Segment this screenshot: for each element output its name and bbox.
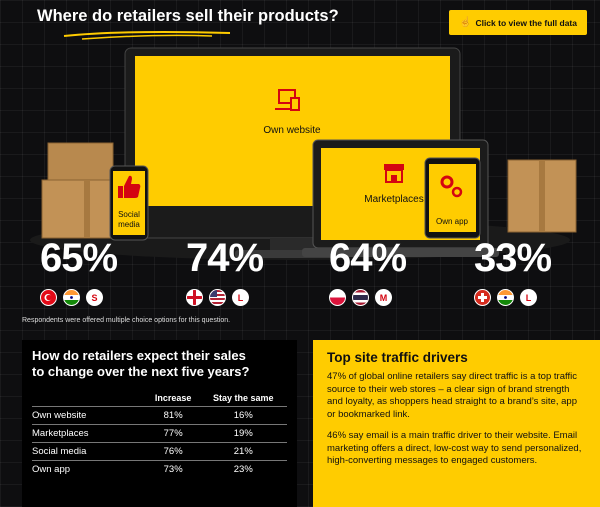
social-media-percent: 65% bbox=[40, 236, 118, 280]
devices-illustration: Own website Marketplaces Own app Social … bbox=[30, 47, 577, 260]
page-title: Where do retailers sell their products? bbox=[37, 7, 339, 25]
poland-flag bbox=[329, 289, 346, 306]
india-flag bbox=[497, 289, 514, 306]
own-website-label: Own website bbox=[263, 125, 321, 136]
own-website-countries: L bbox=[186, 289, 249, 306]
table-header-row: Increase Stay the same bbox=[32, 390, 287, 407]
thumbs-up-icon bbox=[118, 175, 141, 198]
own-app-countries: L bbox=[474, 289, 537, 306]
social-media-label-2: media bbox=[118, 220, 140, 229]
box-right bbox=[507, 159, 577, 233]
size-badge: L bbox=[232, 289, 249, 306]
traffic-paragraph-email: 46% say email is a main traffic driver t… bbox=[327, 430, 582, 466]
table-row: Marketplaces 77% 19% bbox=[32, 424, 287, 443]
thailand-flag bbox=[352, 289, 369, 306]
table-row: Own app 73% 23% bbox=[32, 460, 287, 478]
sales-panel-title: How do retailers expect their sales to c… bbox=[32, 348, 250, 379]
marketplace-icon bbox=[384, 164, 404, 183]
table-row: Own website 81% 16% bbox=[32, 406, 287, 425]
sales-table: Increase Stay the same Own website 81% 1… bbox=[32, 390, 287, 478]
traffic-paragraph-direct: 47% of global online retailers say direc… bbox=[327, 371, 577, 420]
title-underline bbox=[63, 31, 231, 40]
turkey-flag bbox=[40, 289, 57, 306]
size-badge: M bbox=[375, 289, 392, 306]
switzerland-flag bbox=[474, 289, 491, 306]
table-row: Social media 76% 21% bbox=[32, 442, 287, 461]
tablet bbox=[424, 157, 481, 239]
marketplaces-label: Marketplaces bbox=[364, 194, 423, 205]
sales-expectations-panel: How do retailers expect their sales to c… bbox=[22, 340, 297, 507]
social-media-label-1: Social bbox=[118, 210, 140, 219]
website-icon bbox=[275, 89, 300, 111]
click-icon: ☝ bbox=[458, 17, 472, 28]
india-flag bbox=[63, 289, 80, 306]
size-badge: L bbox=[520, 289, 537, 306]
own-app-label: Own app bbox=[436, 217, 469, 226]
column-header bbox=[32, 390, 147, 407]
england-flag bbox=[186, 289, 203, 306]
own-website-percent: 74% bbox=[186, 236, 264, 280]
social-media-countries: S bbox=[40, 289, 103, 306]
gears-icon bbox=[440, 175, 463, 198]
column-header: Increase bbox=[154, 393, 192, 403]
usa-flag bbox=[209, 289, 226, 306]
traffic-panel-title: Top site traffic drivers bbox=[327, 350, 468, 365]
marketplaces-percent: 64% bbox=[329, 236, 407, 280]
size-badge: S bbox=[86, 289, 103, 306]
traffic-drivers-panel: Top site traffic drivers 47% of global o… bbox=[313, 340, 600, 507]
view-full-data-label: Click to view the full data bbox=[475, 17, 577, 28]
footnote: Respondents were offered multiple choice… bbox=[22, 317, 231, 324]
view-full-data-button[interactable]: ☝ Click to view the full data bbox=[449, 10, 587, 35]
marketplaces-countries: M bbox=[329, 289, 392, 306]
own-app-percent: 33% bbox=[474, 236, 552, 280]
column-header: Stay the same bbox=[213, 393, 274, 403]
